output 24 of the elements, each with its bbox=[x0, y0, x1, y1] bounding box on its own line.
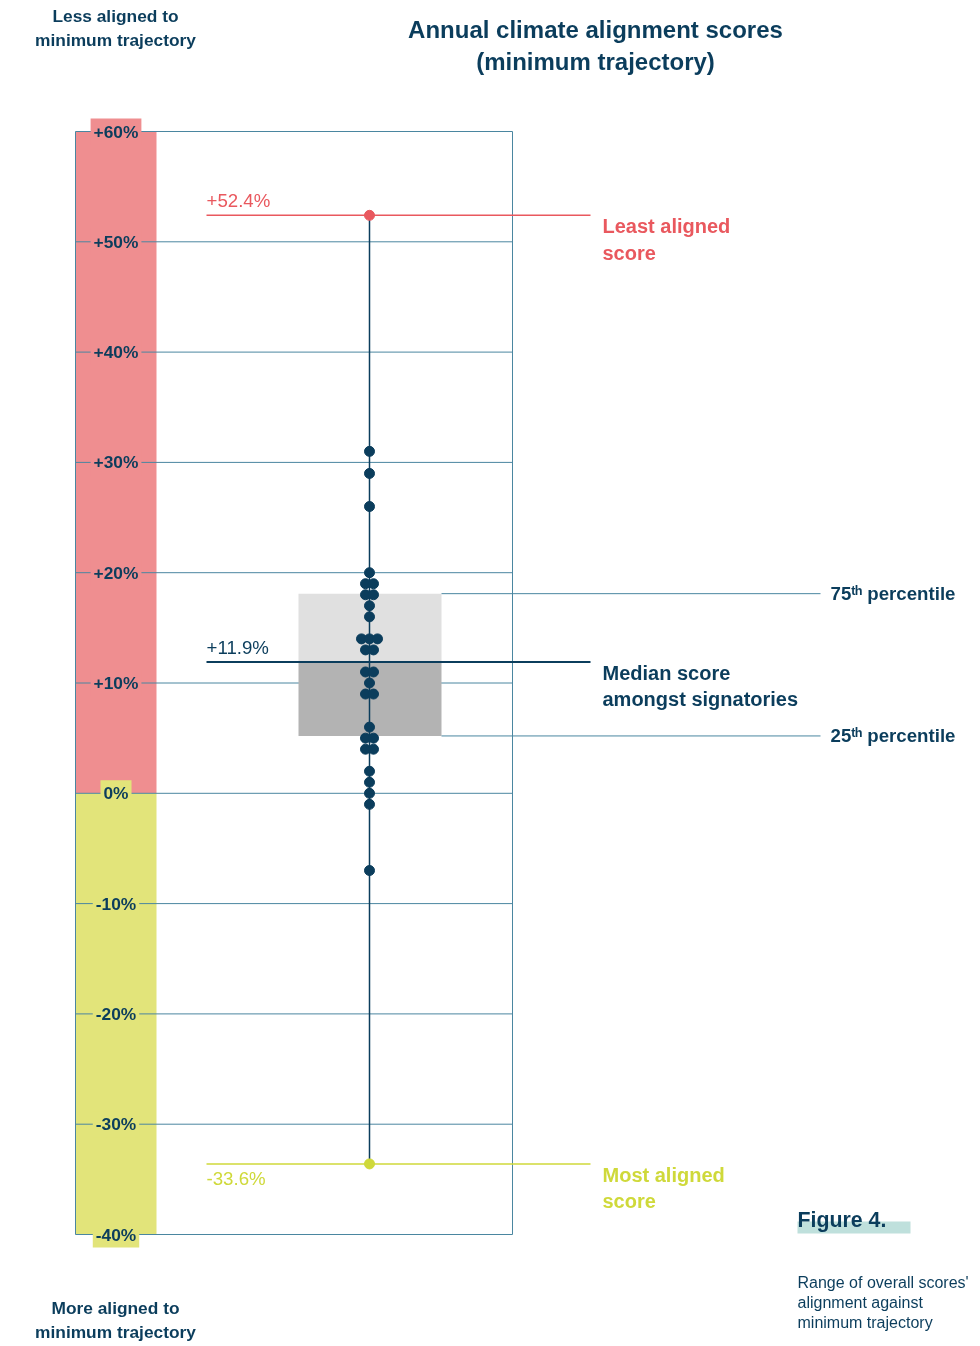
y-tick-label: +50% bbox=[93, 231, 139, 252]
annotation: -33.6% bbox=[206, 1167, 266, 1189]
ref-line-label: Median score amongst signatories bbox=[602, 662, 799, 711]
text: Range of overall scores' alignment against minimum trajectory bbox=[797, 1273, 969, 1332]
y-tick-label: +40% bbox=[93, 342, 139, 363]
y-tick-label: -40% bbox=[95, 1224, 137, 1245]
y-tick-label: +10% bbox=[93, 673, 139, 693]
y-tick-label: +20% bbox=[93, 562, 139, 583]
ref-line-label: 75ᵗʰ percentile bbox=[830, 583, 956, 605]
y-tick-label: -30% bbox=[95, 1114, 137, 1135]
text: More aligned to minimum trajectory bbox=[35, 1297, 197, 1342]
y-tick-label: +60% bbox=[93, 121, 139, 142]
text: Annual climate alignment scores (minimum trajectory) bbox=[408, 15, 783, 75]
y-tick-label: 0% bbox=[103, 783, 129, 804]
annotation: +52.4% bbox=[206, 190, 271, 212]
ref-line-label: 25ᵗʰ percentile bbox=[830, 725, 956, 747]
ref-line-label: Least aligned score bbox=[602, 215, 731, 264]
y-tick-label: -10% bbox=[95, 893, 137, 914]
y-tick-label: -20% bbox=[95, 1003, 137, 1024]
y-tick-label: +30% bbox=[93, 452, 139, 473]
text: Less aligned to minimum trajectory bbox=[35, 5, 197, 50]
caption: Figure 4. bbox=[797, 1207, 887, 1232]
ref-line-label: Most aligned score bbox=[602, 1163, 725, 1213]
annotation: +11.9% bbox=[206, 637, 269, 659]
